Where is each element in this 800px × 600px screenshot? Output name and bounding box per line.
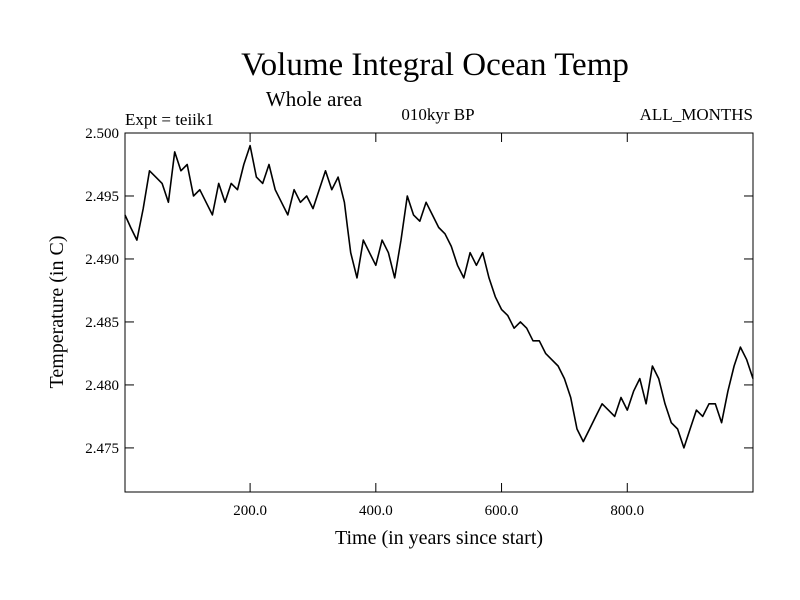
y-axis: 2.475 2.480 2.485 2.490 2.495 2.500 <box>85 126 753 457</box>
y-tick-label: 2.490 <box>85 252 119 268</box>
y-tick-label: 2.485 <box>85 315 119 331</box>
x-tick-label: 400.0 <box>359 503 393 519</box>
y-axis-label: Temperature (in C) <box>46 236 68 389</box>
y-tick-label: 2.480 <box>85 378 119 394</box>
experiment-label: Expt = teiik1 <box>125 110 214 129</box>
y-tick-label: 2.500 <box>85 126 119 142</box>
x-axis-label: Time (in years since start) <box>335 527 543 549</box>
x-tick-label: 600.0 <box>485 503 519 519</box>
y-tick-label: 2.475 <box>85 441 119 457</box>
x-axis: 200.0 400.0 600.0 800.0 <box>233 133 644 519</box>
months-label: ALL_MONTHS <box>640 105 753 124</box>
y-tick-label: 2.495 <box>85 189 119 205</box>
temperature-series-line <box>124 144 754 449</box>
x-tick-label: 800.0 <box>610 503 644 519</box>
chart-title: Volume Integral Ocean Temp <box>241 47 629 83</box>
period-label: 010kyr BP <box>401 105 474 124</box>
chart-subtitle: Whole area <box>266 87 363 111</box>
x-tick-label: 200.0 <box>233 503 267 519</box>
plot-frame <box>124 132 754 493</box>
